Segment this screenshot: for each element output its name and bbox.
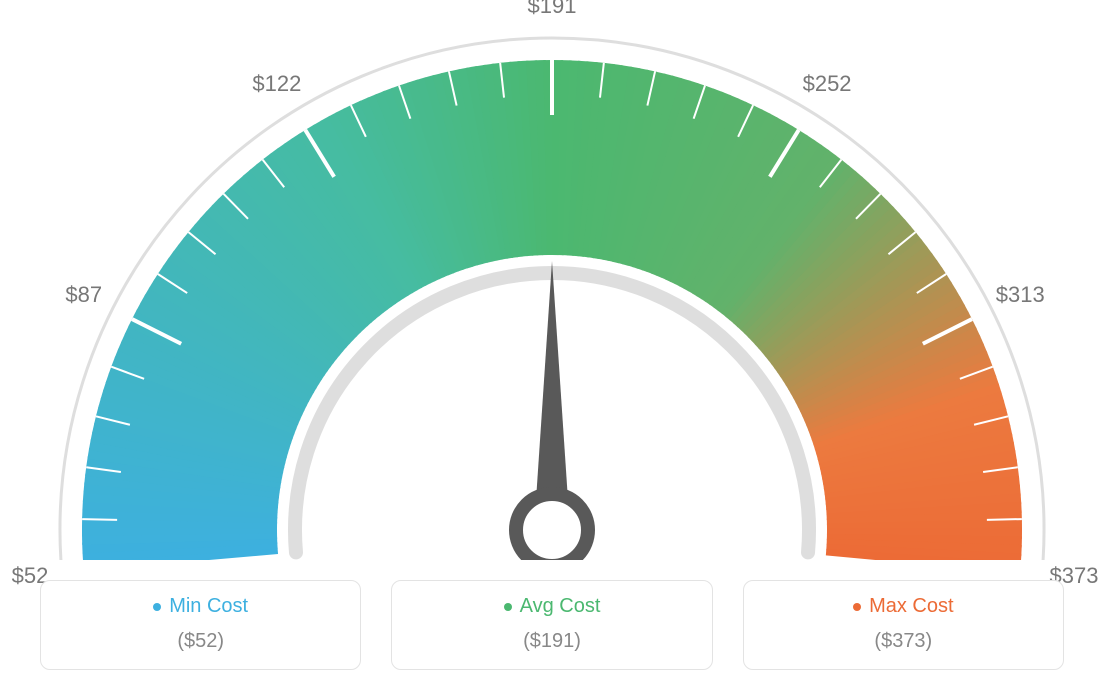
legend-dot-max	[853, 603, 861, 611]
legend-card-avg: Avg Cost ($191)	[391, 580, 712, 670]
legend-title-max: Max Cost	[853, 595, 953, 618]
legend-value-max: ($373)	[744, 630, 1063, 653]
gauge-tick-label: $252	[803, 71, 852, 97]
cost-gauge-widget: $52$87$122$191$252$313$373 Min Cost ($52…	[0, 0, 1104, 690]
legend-card-max: Max Cost ($373)	[743, 580, 1064, 670]
gauge-chart: $52$87$122$191$252$313$373	[0, 0, 1104, 560]
legend-row: Min Cost ($52) Avg Cost ($191) Max Cost …	[40, 580, 1064, 670]
gauge-tick-label: $313	[996, 282, 1045, 308]
legend-dot-min	[153, 603, 161, 611]
legend-title-avg: Avg Cost	[504, 595, 601, 618]
legend-value-min: ($52)	[41, 630, 360, 653]
legend-title-min: Min Cost	[153, 595, 248, 618]
legend-label-max: Max Cost	[869, 595, 953, 618]
legend-value-avg: ($191)	[392, 630, 711, 653]
gauge-tick-label: $87	[65, 282, 102, 308]
gauge-tick-label: $191	[528, 0, 577, 19]
legend-dot-avg	[504, 603, 512, 611]
legend-card-min: Min Cost ($52)	[40, 580, 361, 670]
legend-label-min: Min Cost	[169, 595, 248, 618]
gauge-tick-label: $122	[252, 71, 301, 97]
legend-label-avg: Avg Cost	[520, 595, 601, 618]
